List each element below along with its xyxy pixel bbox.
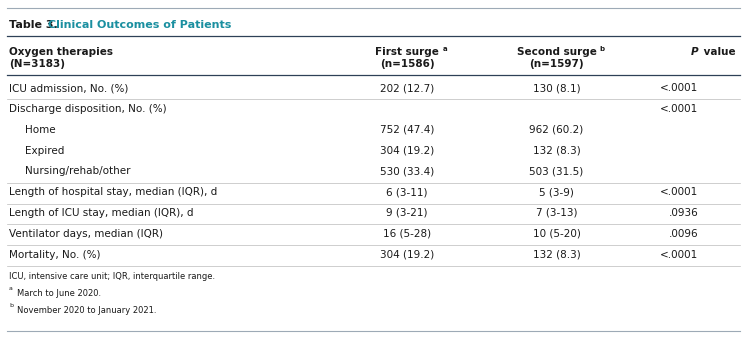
- Text: 304 (19.2): 304 (19.2): [380, 250, 434, 260]
- Text: (N=3183): (N=3183): [9, 59, 65, 69]
- Text: (n=1597): (n=1597): [529, 59, 584, 69]
- Text: Ventilator days, median (IQR): Ventilator days, median (IQR): [9, 229, 163, 239]
- Text: <.0001: <.0001: [660, 187, 698, 197]
- Text: 132 (8.3): 132 (8.3): [533, 250, 580, 260]
- Text: 9 (3-21): 9 (3-21): [386, 208, 428, 218]
- Text: Mortality, No. (%): Mortality, No. (%): [9, 250, 100, 260]
- Text: 962 (60.2): 962 (60.2): [530, 125, 583, 135]
- Text: ICU, intensive care unit; IQR, interquartile range.: ICU, intensive care unit; IQR, interquar…: [9, 272, 215, 281]
- Text: 10 (5-20): 10 (5-20): [533, 229, 580, 239]
- Text: March to June 2020.: March to June 2020.: [17, 290, 102, 298]
- Text: 6 (3-11): 6 (3-11): [386, 187, 428, 197]
- Text: <.0001: <.0001: [660, 250, 698, 260]
- Text: <.0001: <.0001: [660, 104, 698, 114]
- Text: 202 (12.7): 202 (12.7): [380, 83, 434, 93]
- Text: <.0001: <.0001: [660, 83, 698, 93]
- Text: First surge: First surge: [375, 46, 439, 57]
- Text: b: b: [9, 303, 13, 307]
- Text: value: value: [700, 46, 736, 57]
- Text: Nursing/rehab/other: Nursing/rehab/other: [25, 166, 131, 176]
- Text: 5 (3-9): 5 (3-9): [539, 187, 574, 197]
- Text: November 2020 to January 2021.: November 2020 to January 2021.: [17, 306, 157, 315]
- Text: Discharge disposition, No. (%): Discharge disposition, No. (%): [9, 104, 167, 114]
- Text: a: a: [9, 286, 13, 291]
- Text: Home: Home: [25, 125, 56, 135]
- Text: Table 3.: Table 3.: [9, 20, 61, 31]
- Text: .0096: .0096: [669, 229, 698, 239]
- Text: P: P: [691, 46, 698, 57]
- Text: 130 (8.1): 130 (8.1): [533, 83, 580, 93]
- Text: a: a: [443, 46, 447, 52]
- Text: Length of ICU stay, median (IQR), d: Length of ICU stay, median (IQR), d: [9, 208, 193, 218]
- Text: b: b: [600, 46, 605, 52]
- Text: .0936: .0936: [669, 208, 698, 218]
- Text: Second surge: Second surge: [517, 46, 596, 57]
- Text: Oxygen therapies: Oxygen therapies: [9, 46, 113, 57]
- Text: Length of hospital stay, median (IQR), d: Length of hospital stay, median (IQR), d: [9, 187, 217, 197]
- Text: 132 (8.3): 132 (8.3): [533, 145, 580, 156]
- Text: 7 (3-13): 7 (3-13): [536, 208, 577, 218]
- Text: Expired: Expired: [25, 145, 65, 156]
- Text: 503 (31.5): 503 (31.5): [530, 166, 583, 176]
- Text: 752 (47.4): 752 (47.4): [380, 125, 434, 135]
- Text: ICU admission, No. (%): ICU admission, No. (%): [9, 83, 128, 93]
- Text: 304 (19.2): 304 (19.2): [380, 145, 434, 156]
- Text: Clinical Outcomes of Patients: Clinical Outcomes of Patients: [48, 20, 231, 31]
- Text: 530 (33.4): 530 (33.4): [380, 166, 434, 176]
- Text: 16 (5-28): 16 (5-28): [383, 229, 431, 239]
- Text: (n=1586): (n=1586): [379, 59, 435, 69]
